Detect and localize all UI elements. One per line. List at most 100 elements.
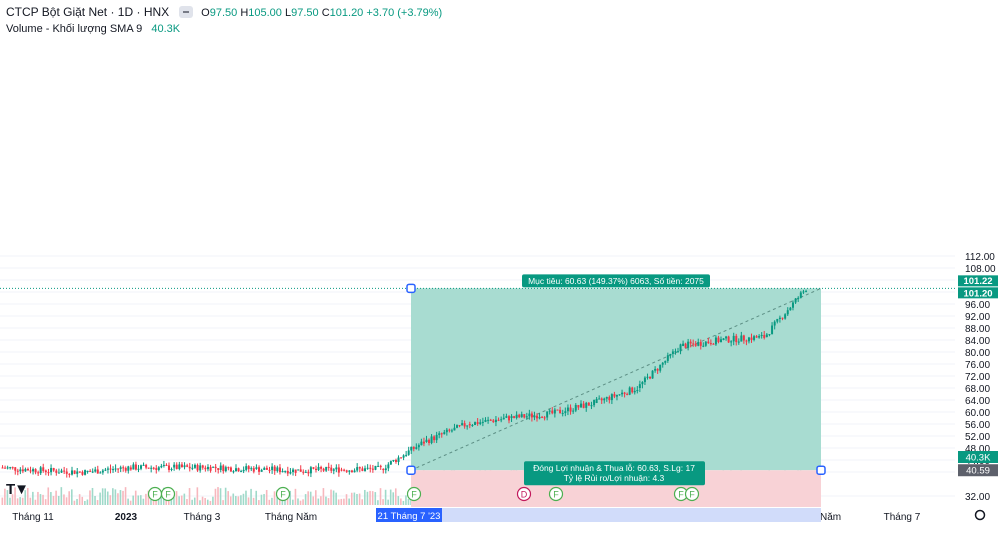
- candle-body-66: [170, 468, 173, 470]
- time-tick-2: Tháng 3: [184, 512, 221, 523]
- volume-bar-6: [16, 498, 19, 505]
- candle-body-139: [358, 467, 361, 469]
- event-marker-1[interactable]: F: [160, 486, 176, 502]
- price-tick-19: 32.00: [965, 492, 990, 503]
- candle-body-98: [252, 468, 255, 472]
- candle-body-220: [566, 407, 569, 412]
- tool-handle-2[interactable]: [406, 465, 416, 475]
- symbol-title[interactable]: CTCP Bột Giặt Net · 1D · HNX: [6, 5, 170, 19]
- candle-body-7: [19, 469, 22, 472]
- candle-body-234: [603, 398, 606, 401]
- volume-bar-28: [73, 500, 76, 505]
- event-marker-circle: [548, 486, 564, 502]
- candle-body-252: [649, 376, 652, 379]
- candle-body-228: [587, 402, 590, 406]
- volume-bar-22: [57, 495, 60, 505]
- candle-body-184: [474, 422, 477, 426]
- volume-bar-110: [284, 497, 286, 505]
- candle-body-248: [638, 384, 641, 388]
- candle-body-22: [57, 472, 60, 474]
- volume-bar-44: [114, 489, 117, 505]
- event-marker-4[interactable]: D: [516, 486, 532, 502]
- candle-body-10: [26, 468, 29, 471]
- candle-body-168: [433, 436, 436, 441]
- volume-indicator-label[interactable]: Volume - Khối lượng SMA 9: [6, 23, 143, 35]
- entry-date-label: 21 Tháng 7 '23: [378, 511, 441, 522]
- volume-bar-61: [157, 497, 160, 505]
- eye-icon[interactable]: [179, 6, 194, 18]
- volume-bar-3: [9, 497, 11, 505]
- event-marker-7[interactable]: F: [684, 486, 700, 502]
- candle-body-97: [250, 468, 253, 470]
- candle-body-203: [523, 414, 526, 418]
- price-tick-12: 64.00: [965, 396, 990, 407]
- candle-body-81: [209, 466, 212, 471]
- candle-body-218: [561, 413, 564, 415]
- candle-body-311: [799, 292, 802, 298]
- volume-bar-52: [134, 490, 137, 505]
- candle-body-93: [240, 471, 243, 473]
- candle-body-230: [593, 399, 596, 406]
- volume-badge: [958, 451, 998, 463]
- candle-body-171: [440, 433, 443, 435]
- candle-body-174: [448, 429, 451, 431]
- gear-icon[interactable]: [974, 509, 986, 521]
- volume-bar-122: [314, 490, 317, 505]
- volume-bar-49: [127, 498, 129, 505]
- candle-body-33: [86, 470, 89, 472]
- candle-body-145: [374, 465, 377, 470]
- candle-body-205: [528, 413, 531, 417]
- candle-body-134: [345, 470, 348, 472]
- candle-body-153: [394, 459, 397, 462]
- candle-body-266: [684, 343, 687, 348]
- candle-body-229: [590, 405, 593, 407]
- event-marker-5[interactable]: F: [548, 486, 564, 502]
- volume-bar-89: [229, 496, 232, 505]
- candle-body-72: [186, 465, 189, 467]
- volume-bar-8: [21, 497, 24, 505]
- candle-body-224: [577, 405, 580, 408]
- volume-bar-102: [263, 494, 265, 505]
- volume-bar-132: [340, 498, 343, 505]
- candle-body-206: [530, 413, 533, 418]
- candle-body-219: [564, 411, 567, 414]
- candle-body-36: [94, 469, 97, 472]
- candle-body-279: [717, 337, 720, 343]
- volume-bar-16: [42, 494, 44, 505]
- candle-body-43: [112, 469, 115, 471]
- volume-bar-123: [317, 498, 320, 505]
- event-marker-circle: [684, 486, 700, 502]
- volume-bar-15: [39, 494, 42, 505]
- high-value: 105.00: [248, 7, 282, 19]
- event-marker-label: F: [689, 490, 695, 500]
- candle-body-268: [689, 341, 692, 344]
- tool-handle-0[interactable]: [406, 283, 416, 294]
- target-label: Mục tiêu: 60.63 (149.37%) 6063, Số tiền:…: [528, 276, 704, 286]
- volume-bar-69: [178, 496, 180, 505]
- volume-bar-73: [188, 488, 191, 505]
- candle-body-56: [145, 464, 148, 468]
- event-marker-2[interactable]: F: [275, 486, 291, 502]
- candle-body-48: [124, 468, 127, 471]
- event-marker-3[interactable]: F: [406, 486, 422, 502]
- tool-handle-1[interactable]: [816, 465, 826, 475]
- candle-body-17: [44, 470, 47, 473]
- volume-bar-13: [34, 499, 37, 505]
- event-marker-0[interactable]: F: [147, 486, 163, 502]
- candle-body-113: [292, 469, 295, 473]
- volume-bar-29: [76, 498, 78, 505]
- volume-bar-64: [165, 498, 168, 505]
- volume-bar-99: [255, 490, 258, 505]
- candle-body-260: [669, 353, 672, 356]
- volume-bar-113: [292, 499, 294, 505]
- time-range-highlight: [411, 508, 821, 522]
- candle-body-3: [9, 467, 12, 469]
- price-axis-bg: [958, 0, 1000, 507]
- candle-body-244: [628, 387, 631, 395]
- candle-body-159: [410, 446, 413, 451]
- price-tick-14: 56.00: [965, 420, 990, 431]
- candle-body-0: [1, 467, 4, 469]
- candle-body-28: [73, 470, 76, 474]
